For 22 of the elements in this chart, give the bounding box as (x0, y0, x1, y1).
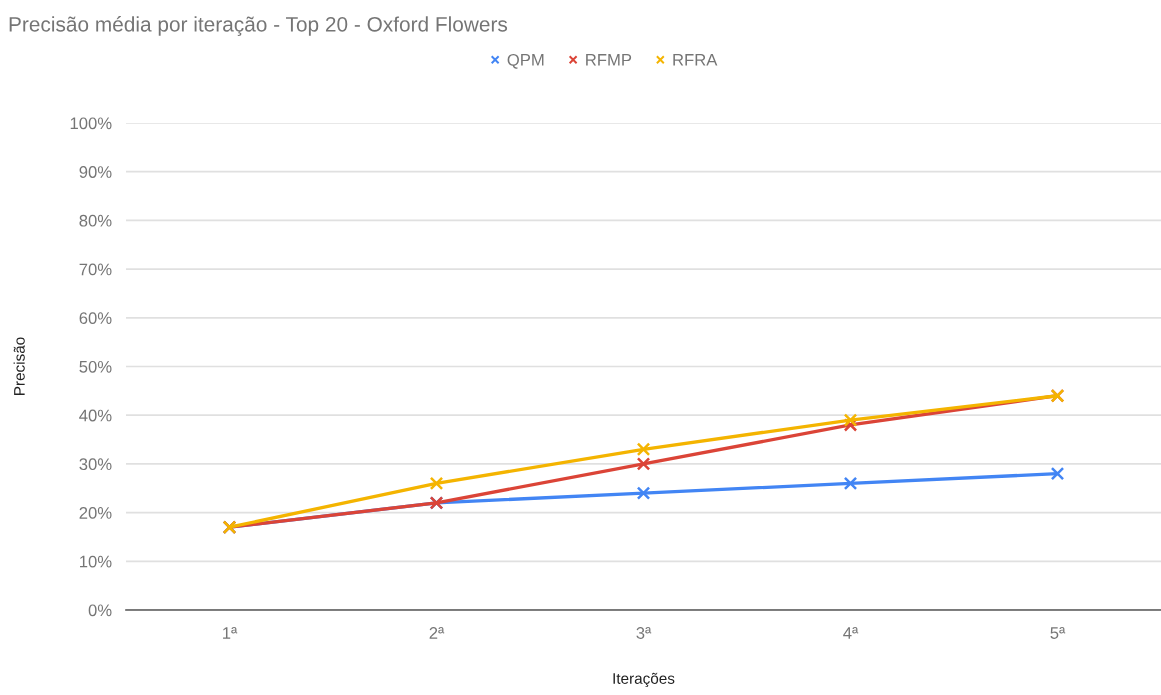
x-tick-label: 4ª (843, 627, 859, 639)
y-tick-label: 60% (79, 312, 112, 324)
x-tick-label: 1ª (223, 627, 238, 639)
y-tick-label: 80% (79, 214, 112, 227)
y-tick-label: 20% (79, 507, 112, 519)
x-tick-label: 5ª (1050, 627, 1066, 639)
y-tick-label: 70% (79, 263, 112, 276)
legend-label: RFRA (673, 54, 718, 66)
legend-label: RFMP (586, 54, 632, 66)
y-tick-label: 100% (70, 117, 112, 130)
y-axis-title: Precisão (13, 337, 25, 395)
y-tick-label: 30% (79, 458, 112, 471)
y-tick-label: 90% (79, 166, 112, 178)
y-tick-label: 40% (79, 409, 112, 422)
x-tick-label: 3ª (636, 627, 652, 639)
x-axis-title: Iterações (613, 672, 675, 687)
y-tick-label: 10% (80, 555, 112, 568)
legend-label: QPM (507, 53, 544, 69)
y-tick-label: 0% (88, 604, 112, 617)
x-tick-label: 2ª (429, 627, 445, 639)
chart-title: Precisão média por iteração - Top 20 - Oxford Flowers (9, 16, 508, 36)
y-tick-label: 50% (79, 360, 112, 373)
